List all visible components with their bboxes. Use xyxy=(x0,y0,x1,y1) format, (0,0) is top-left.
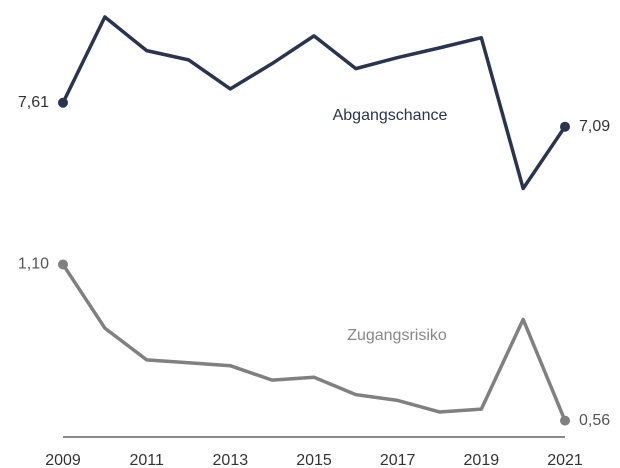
point xyxy=(58,97,68,108)
line xyxy=(61,15,567,191)
value-label: 0,56 xyxy=(579,412,610,429)
point xyxy=(560,121,570,132)
series-label: Zugangsrisiko xyxy=(347,327,447,344)
point xyxy=(560,415,570,426)
x-tick-label: 2019 xyxy=(464,452,500,468)
value-label: 7,61 xyxy=(18,94,49,111)
series-label: Abgangschance xyxy=(333,107,448,124)
x-tick-label: 2009 xyxy=(45,452,81,468)
x-tick-label: 2017 xyxy=(380,452,416,468)
x-tick-label: 2021 xyxy=(547,452,583,468)
x-tick-label: 2013 xyxy=(213,452,249,468)
x-tick-label: 2011 xyxy=(129,452,164,468)
line xyxy=(61,263,567,422)
value-label: 7,09 xyxy=(579,118,610,135)
value-label: 1,10 xyxy=(18,256,49,273)
x-tick-label: 2015 xyxy=(296,452,332,468)
point xyxy=(58,259,68,270)
